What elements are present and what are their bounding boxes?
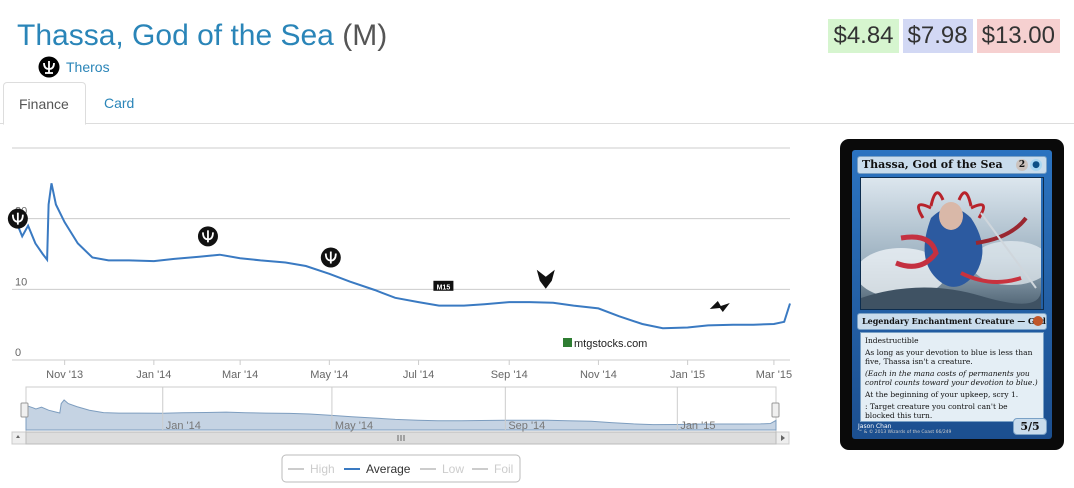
set-link[interactable]: Theros <box>66 59 110 75</box>
navigator-left-handle[interactable] <box>20 402 29 418</box>
rules-line: At the beginning of your upkeep, scry 1. <box>865 390 1019 399</box>
reminder-text: (Each in the mana costs of permanents yo… <box>865 369 1038 387</box>
mythic-set-symbol-icon <box>1033 316 1043 326</box>
rarity-label: (M) <box>342 19 388 52</box>
card-art <box>860 177 1044 310</box>
scroll-right-arrow[interactable] <box>781 435 785 441</box>
mana-cost: 2 ● <box>1016 159 1042 171</box>
y-tick-label: 0 <box>15 347 21 359</box>
rules-line: : Target creature you control can't be b… <box>865 402 1008 420</box>
card-image-title-bar: Thassa, God of the Sea 2 ● <box>857 156 1047 174</box>
scroll-left-arrow[interactable] <box>16 435 20 438</box>
price-summary: $4.84 $7.98 $13.00 <box>828 19 1060 53</box>
x-tick-label: Nov '13 <box>46 369 83 381</box>
rules-line: Indestructible <box>865 336 919 345</box>
y-tick-label: 10 <box>15 276 27 288</box>
low-price: $4.84 <box>828 19 899 53</box>
artist-credit: Jason Chan <box>858 423 892 430</box>
x-tick-label: Mar '14 <box>222 369 258 381</box>
high-price: $13.00 <box>976 19 1060 53</box>
navigator-tick-label: Sep '14 <box>508 420 545 432</box>
journey-into-nyx-set-icon <box>320 247 341 268</box>
chart-legend: High Average Low Foil <box>281 454 521 483</box>
khans-of-tarkir-set-icon <box>536 269 555 289</box>
card-image-title: Thassa, God of the Sea <box>862 158 1003 171</box>
legend-item-average[interactable]: Average <box>344 462 411 476</box>
tab-bar: Finance Card <box>0 82 1074 125</box>
svg-text:M15: M15 <box>437 284 451 291</box>
svg-text:Average: Average <box>366 462 411 476</box>
m15-set-icon: M15 <box>433 280 454 291</box>
svg-text:Foil: Foil <box>494 462 513 476</box>
legend-item-low[interactable]: Low <box>420 462 464 476</box>
average-price: $7.98 <box>902 19 973 53</box>
svg-text:Low: Low <box>442 462 464 476</box>
navigator-right-handle[interactable] <box>771 402 780 418</box>
born-of-the-gods-set-icon <box>197 226 218 247</box>
blue-mana-icon: ● <box>1030 159 1042 171</box>
legend-item-foil[interactable]: Foil <box>472 462 513 476</box>
svg-text:mtgstocks.com: mtgstocks.com <box>574 338 647 350</box>
power-toughness: 5/5 <box>1013 418 1047 435</box>
set-line: Theros <box>38 56 110 78</box>
x-tick-label: Nov '14 <box>580 369 617 381</box>
rules-line: As long as your devotion to blue is less… <box>865 348 1033 366</box>
card-type-line: Legendary Enchantment Creature — God <box>857 313 1047 330</box>
theros-set-icon <box>7 208 28 229</box>
x-tick-label: Mar '15 <box>756 369 792 381</box>
navigator-tick-label: Jan '14 <box>166 420 201 432</box>
fate-reforged-set-icon <box>709 301 730 312</box>
x-tick-label: Jul '14 <box>403 369 434 381</box>
svg-text:High: High <box>310 462 335 476</box>
watermark: mtgstocks.com <box>563 338 647 350</box>
average-series-line <box>11 183 791 330</box>
range-navigator[interactable]: Jan '14 May '14 Sep '14 Jan '15 <box>20 386 780 433</box>
tab-card[interactable]: Card <box>104 95 135 111</box>
x-tick-label: Jan '15 <box>670 369 705 381</box>
card-footer: Jason Chan ™ & © 2013 Wizards of the Coa… <box>858 423 951 435</box>
x-tick-label: May '14 <box>310 369 348 381</box>
x-tick-label: Sep '14 <box>491 369 528 381</box>
page-title: Thassa, God of the Sea (M) <box>17 14 387 58</box>
generic-mana-icon: 2 <box>1016 159 1028 171</box>
x-tick-label: Jan '14 <box>136 369 171 381</box>
card-rules-text: Indestructible As long as your devotion … <box>860 332 1044 422</box>
legend-item-high[interactable]: High <box>288 462 335 476</box>
navigator-scrollbar[interactable] <box>11 431 790 445</box>
navigator-tick-label: Jan '15 <box>680 420 715 432</box>
theros-set-icon <box>38 56 60 78</box>
card-copyright: ™ & © 2013 Wizards of the Coast 66/249 <box>858 430 952 435</box>
navigator-tick-label: May '14 <box>335 420 373 432</box>
card-image: Thassa, God of the Sea 2 ● <box>840 139 1064 450</box>
card-name-link[interactable]: Thassa, God of the Sea <box>17 19 334 52</box>
tab-finance[interactable]: Finance <box>3 82 86 125</box>
